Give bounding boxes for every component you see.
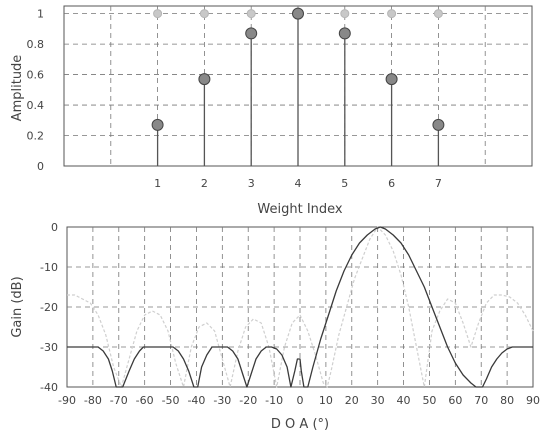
weights-y-ticks: 0 0.2 0.4 0.6 0.8 1 <box>27 8 45 173</box>
uniform-pattern-line <box>67 226 534 388</box>
reference-weight-marker <box>387 9 397 19</box>
weights-x-tick-label: 1 <box>154 177 161 190</box>
gain-x-ticks: -90 -80 -70 -60 -50 -40 -30 -20 -10 0 10 20 30 40 50 60… <box>58 394 540 407</box>
gain-x-tick-label: 10 <box>319 394 333 407</box>
weights-y-tick-label: 1 <box>37 8 44 21</box>
weights-x-ticks: 1 2 3 4 5 6 7 <box>154 177 442 190</box>
chart-weights: 0 0.2 0.4 0.6 0.8 1 1 2 3 4 5 6 7 Weight Index Ampl… <box>10 5 533 217</box>
gain-x-tick-label: -30 <box>213 394 231 407</box>
reference-weight-marker <box>433 9 443 19</box>
gain-x-tick-label: 80 <box>500 394 514 407</box>
chart-gain: 0 -10 -20 -30 -40 -90 -80 -70 -60 -50 -40 -30 -20 -1… <box>10 221 540 432</box>
reference-weight-marker <box>340 9 350 19</box>
gain-y-tick-label: 0 <box>51 221 58 234</box>
weights-x-tick-label: 4 <box>295 177 302 190</box>
weight-marker <box>385 73 398 86</box>
gain-grid <box>67 227 533 387</box>
gain-x-tick-label: -20 <box>239 394 257 407</box>
weights-y-tick-label: 0.6 <box>27 69 45 82</box>
gain-y-tick-label: -10 <box>40 261 58 274</box>
gain-x-tick-label: -60 <box>136 394 154 407</box>
gain-x-tick-label: -80 <box>84 394 102 407</box>
gain-y-axis-label: Gain (dB) <box>10 276 25 337</box>
weight-marker <box>198 73 211 86</box>
gain-x-tick-label: 20 <box>345 394 359 407</box>
weight-marker <box>245 27 258 40</box>
gain-x-tick-label: -70 <box>110 394 128 407</box>
gain-x-tick-label: 70 <box>474 394 488 407</box>
weights-x-tick-label: 3 <box>248 177 255 190</box>
gain-x-tick-label: -10 <box>265 394 283 407</box>
gain-x-tick-label: 50 <box>422 394 436 407</box>
weight-marker <box>338 27 351 40</box>
gain-x-tick-label: 60 <box>448 394 462 407</box>
weights-y-tick-label: 0 <box>37 160 44 173</box>
reference-weight-marker <box>153 9 163 19</box>
gain-y-tick-label: -40 <box>40 381 58 394</box>
weights-x-axis-label: Weight Index <box>257 202 343 217</box>
gain-x-tick-label: 0 <box>297 394 304 407</box>
weights-x-tick-label: 6 <box>388 177 395 190</box>
gain-x-axis-label: D O A (°) <box>271 417 329 432</box>
gain-x-tick-label: 40 <box>397 394 411 407</box>
weights-x-tick-label: 2 <box>201 177 208 190</box>
weight-marker <box>292 7 304 20</box>
gain-marks <box>67 226 534 388</box>
gain-y-ticks: 0 -10 -20 -30 -40 <box>40 221 58 394</box>
gain-x-tick-label: 90 <box>526 394 540 407</box>
reference-weight-marker <box>246 9 256 19</box>
weights-y-axis-label: Amplitude <box>10 55 25 122</box>
gain-x-tick-label: -50 <box>162 394 180 407</box>
weight-marker <box>151 118 164 131</box>
gain-y-tick-label: -30 <box>40 341 58 354</box>
weights-marks <box>151 7 445 166</box>
weights-y-tick-label: 0.2 <box>27 130 45 143</box>
gain-y-tick-label: -20 <box>40 301 58 314</box>
weights-x-tick-label: 7 <box>435 177 442 190</box>
weights-y-tick-label: 0.8 <box>27 38 45 51</box>
weights-y-tick-label: 0.4 <box>27 99 45 112</box>
weight-marker <box>432 118 445 131</box>
gain-x-tick-label: -90 <box>58 394 76 407</box>
reference-weight-marker <box>199 9 209 19</box>
gain-x-tick-label: 30 <box>371 394 385 407</box>
weights-x-tick-label: 5 <box>341 177 348 190</box>
gain-x-tick-label: -40 <box>187 394 205 407</box>
tapered-pattern-line <box>67 226 533 388</box>
